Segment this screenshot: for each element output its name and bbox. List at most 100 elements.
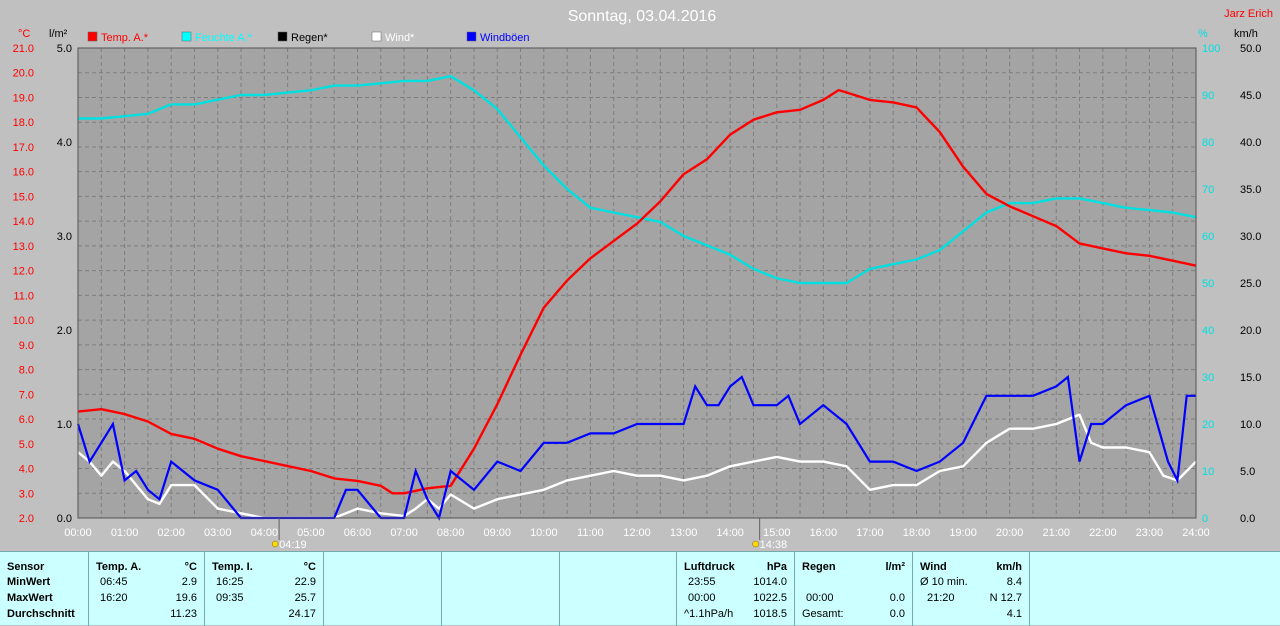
wind-tick-label: 45.0 [1240,90,1261,102]
row-label-avg: Durchschnitt [7,608,75,620]
temp-a-avg-val: 11.23 [170,608,197,620]
rain-tick-label: 4.0 [57,137,72,149]
stats-empty-col-1 [324,552,442,626]
wind-avg10-val: 8.4 [1006,576,1022,588]
humidity-tick-label: 100 [1202,43,1220,55]
chart-title: Sonntag, 03.04.2016 [568,8,717,25]
humidity-tick-label: 60 [1202,231,1214,243]
sun-icon [271,540,279,548]
series-layer [76,74,1197,521]
temp-a-header: Temp. A. [96,561,142,573]
x-tick-label: 12:00 [623,527,651,539]
humidity-tick-label: 40 [1202,325,1214,337]
wind-tick-label: 40.0 [1240,137,1261,149]
rain-max-time: 00:00 [806,592,834,604]
wind-avg-val: 4.1 [1006,608,1022,620]
stats-empty-col-3 [560,552,677,626]
x-tick-label: 10:00 [530,527,558,539]
temp-tick-label: 16.0 [13,167,34,179]
stats-panel: Sensor MinWert MaxWert Durchschnitt Temp… [0,551,1280,626]
temp-i-max-time: 09:35 [216,592,244,604]
x-tick-label: 14:00 [716,527,744,539]
pressure-min-val: 1014.0 [753,576,787,588]
x-tick-label: 06:00 [344,527,372,539]
author-label: Jarz Erich [1224,8,1273,20]
x-tick-label: 08:00 [437,527,465,539]
humidity-tick-label: 10 [1202,466,1214,478]
rain-total-val: 0.0 [889,608,905,620]
temp-tick-label: 8.0 [19,365,34,377]
temp-tick-label: 11.0 [13,290,34,302]
row-label-min: MinWert [7,576,51,588]
humidity-tick-label: 50 [1202,278,1214,290]
x-tick-label: 15:00 [763,527,791,539]
temp-i-min-val: 22.9 [294,576,316,588]
wind-tick-label: 5.0 [1240,466,1255,478]
wind-tick-label: 25.0 [1240,278,1261,290]
x-tick-label: 17:00 [856,527,884,539]
rain-unit: l/m² [885,561,905,573]
temp-tick-label: 20.0 [13,68,34,80]
legend-swatch [277,31,288,42]
legend-label: Feuchte A.* [195,32,253,44]
temp-tick-label: 10.0 [13,315,34,327]
x-tick-label: 02:00 [157,527,185,539]
rain-tick-label: 0.0 [57,513,72,525]
x-tick-label: 00:00 [64,527,92,539]
stats-temp-i-col: Temp. I. °C 16:25 22.9 09:35 25.7 24.17 [205,552,324,626]
legend-label: Wind* [385,32,415,44]
legend-label: Regen* [291,32,328,44]
humidity-tick-label: 80 [1202,137,1214,149]
temp-tick-label: 12.0 [13,266,34,278]
temp-tick-label: 13.0 [13,241,34,253]
temp-tick-label: 5.0 [19,439,34,451]
rain-total-label: Gesamt: [802,608,844,620]
wind-tick-label: 20.0 [1240,325,1261,337]
sun-icon [752,540,759,548]
wind-tick-label: 10.0 [1240,419,1261,431]
x-tick-label: 13:00 [670,527,698,539]
temp-tick-label: 4.0 [19,464,34,476]
x-tick-label: 11:00 [577,527,604,539]
pressure-trend-label: ^1.1hPa/h [684,608,734,620]
temp-tick-label: 14.0 [13,216,34,228]
temp-tick-label: 7.0 [19,389,34,401]
temp-tick-label: 15.0 [13,191,34,203]
legend-label: Temp. A.* [101,32,149,44]
legend-swatch [87,31,98,42]
pressure-max-time: 00:00 [688,592,716,604]
humidity-tick-label: 90 [1202,90,1214,102]
temp-tick-label: 3.0 [19,488,34,500]
humidity-tick-label: 20 [1202,419,1214,431]
x-tick-label: 09:00 [483,527,511,539]
pressure-header: Luftdruck [684,561,735,573]
wind-header: Wind [920,561,947,573]
x-tick-label: 20:00 [996,527,1024,539]
rain-axis-unit: l/m² [49,28,68,40]
pressure-avg-val: 1018.5 [753,608,787,620]
wind-max-val: N 12.7 [989,592,1022,604]
temp-a-min-val: 2.9 [181,576,197,588]
wind-tick-label: 50.0 [1240,43,1261,55]
temp-a-min-time: 06:45 [100,576,128,588]
temp-tick-label: 21.0 [13,43,34,55]
wind-unit: km/h [996,561,1022,573]
series-line-wind [77,413,1197,520]
rain-header: Regen [802,561,836,573]
temp-i-max-val: 25.7 [294,592,316,604]
sun-marker-label: 14:38 [760,539,788,551]
series-line-wind-gust [76,374,1196,521]
rain-tick-label: 1.0 [57,419,72,431]
series-line-humidity [78,74,1197,285]
sun-marker-label: 04:19 [279,539,307,551]
stats-sensor-col: Sensor MinWert MaxWert Durchschnitt [0,552,89,626]
series-line-temp [77,88,1197,495]
wind-tick-label: 0.0 [1240,513,1255,525]
row-label-max: MaxWert [7,592,53,604]
temp-tick-label: 18.0 [13,117,34,129]
rain-tick-label: 5.0 [57,43,72,55]
legend-label: Windböen [480,32,530,44]
temp-i-avg-val: 24.17 [288,608,316,620]
x-tick-label: 23:00 [1136,527,1164,539]
temp-i-min-time: 16:25 [216,576,244,588]
